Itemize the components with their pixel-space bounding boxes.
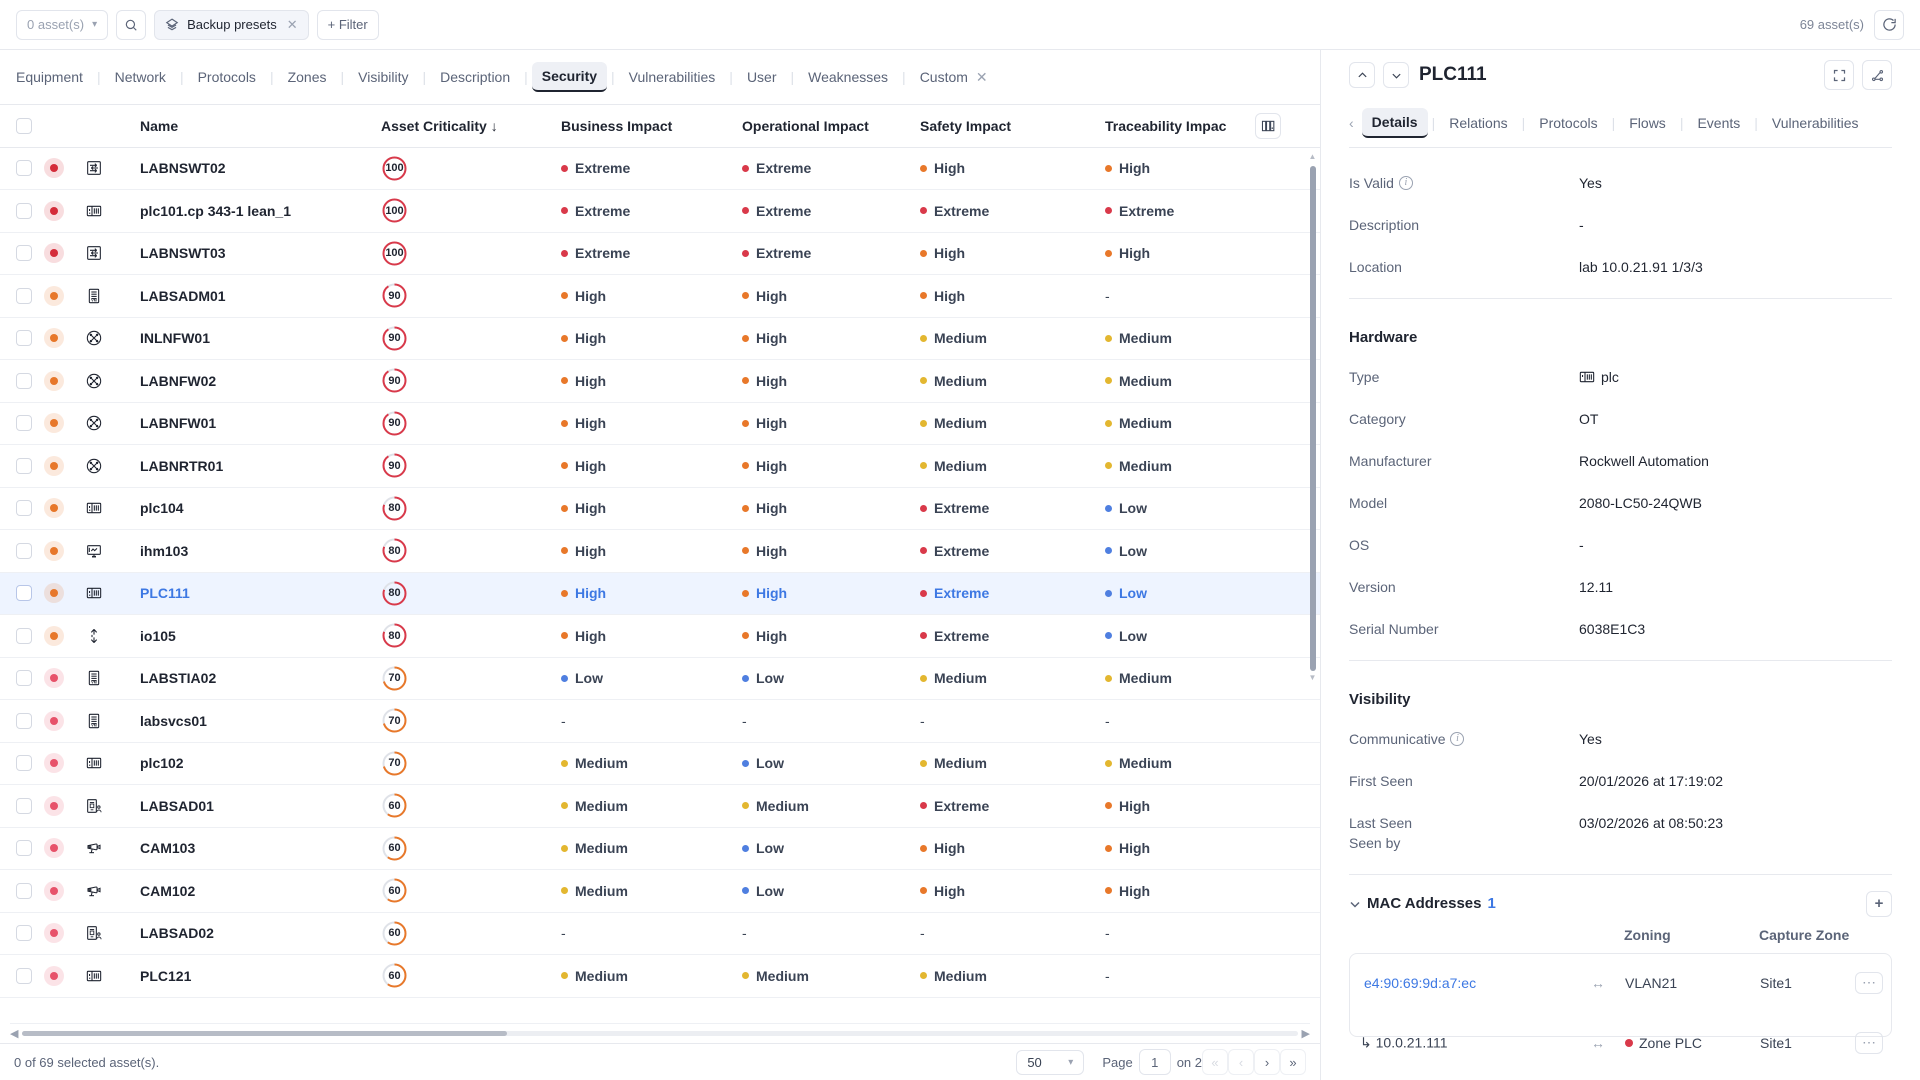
- svg-text:VM: VM: [91, 681, 96, 685]
- svg-text:VM: VM: [91, 723, 96, 727]
- svg-text:VM: VM: [91, 298, 96, 302]
